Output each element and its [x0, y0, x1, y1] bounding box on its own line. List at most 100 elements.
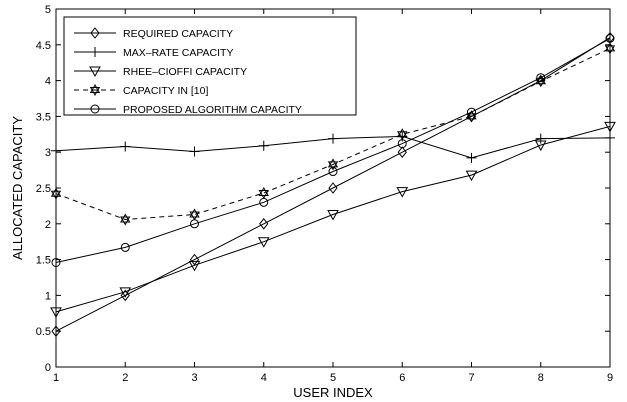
- x-tick-label: 6: [399, 372, 405, 384]
- data-point: [120, 213, 131, 226]
- data-point: [466, 152, 477, 163]
- data-point-down: [535, 78, 546, 88]
- data-point: [467, 107, 476, 117]
- series-line: [55, 125, 611, 313]
- data-point: [396, 187, 409, 198]
- data-point: [604, 121, 616, 133]
- data-point: [120, 141, 131, 152]
- legend-marker: [89, 66, 101, 78]
- data-point-up: [397, 128, 408, 138]
- data-point: [258, 187, 269, 199]
- data-point: [397, 128, 408, 141]
- series-line: [55, 47, 611, 221]
- data-point-up: [535, 75, 546, 85]
- legend-marker: [90, 104, 100, 114]
- data-point: [120, 242, 130, 252]
- legend-label: REQUIRED CAPACITY: [123, 28, 233, 40]
- legend-label: RHEE–CIOFFI CAPACITY: [123, 66, 247, 78]
- series-2: [51, 131, 615, 163]
- data-point: [259, 217, 269, 230]
- data-point-down: [604, 45, 616, 55]
- data-point: [257, 237, 270, 248]
- data-point: [535, 133, 546, 144]
- data-point: [51, 325, 61, 338]
- data-point: [328, 133, 338, 144]
- data-point: [327, 209, 339, 221]
- data-point: [328, 182, 338, 194]
- legend-marker: [90, 47, 100, 57]
- data-point: [534, 140, 547, 152]
- data-point: [397, 139, 407, 149]
- data-point: [605, 132, 615, 143]
- legend-marker-down: [89, 87, 101, 97]
- x-tick-label: 3: [191, 372, 197, 384]
- data-point: [189, 253, 200, 266]
- y-tick-label: 1.5: [36, 255, 51, 267]
- x-axis-label: USER INDEX: [293, 385, 373, 400]
- y-tick-label: 3.5: [36, 111, 51, 123]
- data-point: [259, 197, 269, 207]
- data-point: [535, 75, 546, 88]
- data-point-down: [189, 211, 200, 221]
- y-tick-label: 2: [45, 219, 51, 231]
- data-point: [605, 33, 615, 43]
- data-point: [258, 140, 269, 151]
- x-tick-label: 4: [261, 372, 267, 384]
- data-point: [328, 167, 338, 177]
- y-tick-label: 4: [45, 76, 51, 88]
- x-tick-label: 5: [330, 372, 336, 384]
- y-tick-label: 4.5: [36, 40, 51, 52]
- y-tick-label: 3: [45, 147, 51, 159]
- data-point-up: [50, 187, 62, 197]
- data-point: [189, 208, 200, 221]
- data-point-up: [327, 158, 339, 168]
- data-point: [327, 158, 339, 171]
- data-point-down: [120, 216, 131, 226]
- legend-label: PROPOSED ALGORITHM CAPACITY: [123, 104, 302, 116]
- data-point: [189, 146, 200, 157]
- data-point-up: [258, 187, 269, 196]
- data-point-down: [327, 161, 339, 171]
- data-point: [120, 289, 130, 302]
- data-point-down: [397, 131, 408, 141]
- y-tick-label: 0.5: [36, 326, 51, 338]
- data-point: [50, 307, 62, 318]
- data-point-up: [120, 213, 131, 223]
- data-point: [536, 73, 546, 83]
- legend-marker: [90, 27, 100, 39]
- data-point: [397, 146, 407, 159]
- data-point: [604, 42, 616, 55]
- data-point: [465, 170, 478, 182]
- y-tick-label: 1: [45, 290, 51, 302]
- y-axis-label: ALLOCATED CAPACITY: [10, 116, 25, 260]
- y-tick-label: 5: [45, 4, 51, 16]
- legend: REQUIRED CAPACITY MAX–RATE CAPACITY RHEE–C…: [63, 16, 357, 116]
- x-tick-label: 8: [538, 372, 544, 384]
- x-tick-label: 7: [468, 372, 474, 384]
- series-5: [51, 33, 615, 267]
- legend-label: MAX–RATE CAPACITY: [123, 47, 233, 59]
- data-point-down: [50, 190, 62, 200]
- x-tick-label: 2: [122, 372, 128, 384]
- data-point: [50, 187, 62, 200]
- data-point: [190, 219, 199, 229]
- data-point-down: [258, 190, 269, 199]
- data-point-down: [466, 113, 477, 123]
- data-point: [188, 260, 201, 272]
- legend-marker: [89, 83, 101, 97]
- axis-ticks: 1 2 3 4 5 6 7 8 9 0 0.5 1 1.5 2 2.5 3 3.5 4 4.5 5: [36, 4, 613, 384]
- y-tick-label: 0: [45, 362, 51, 374]
- series-3: [50, 121, 616, 318]
- legend-marker-up: [89, 83, 101, 93]
- data-point-up: [189, 208, 200, 218]
- data-point: [51, 257, 61, 267]
- x-tick-label: 9: [607, 372, 613, 384]
- y-tick-label: 2.5: [36, 183, 51, 195]
- series-line: [55, 37, 611, 263]
- data-point-up: [604, 42, 616, 52]
- data-point: [119, 287, 132, 298]
- legend-label: CAPACITY IN [10]: [123, 85, 208, 97]
- data-point: [51, 145, 61, 156]
- x-tick-label: 1: [53, 372, 59, 384]
